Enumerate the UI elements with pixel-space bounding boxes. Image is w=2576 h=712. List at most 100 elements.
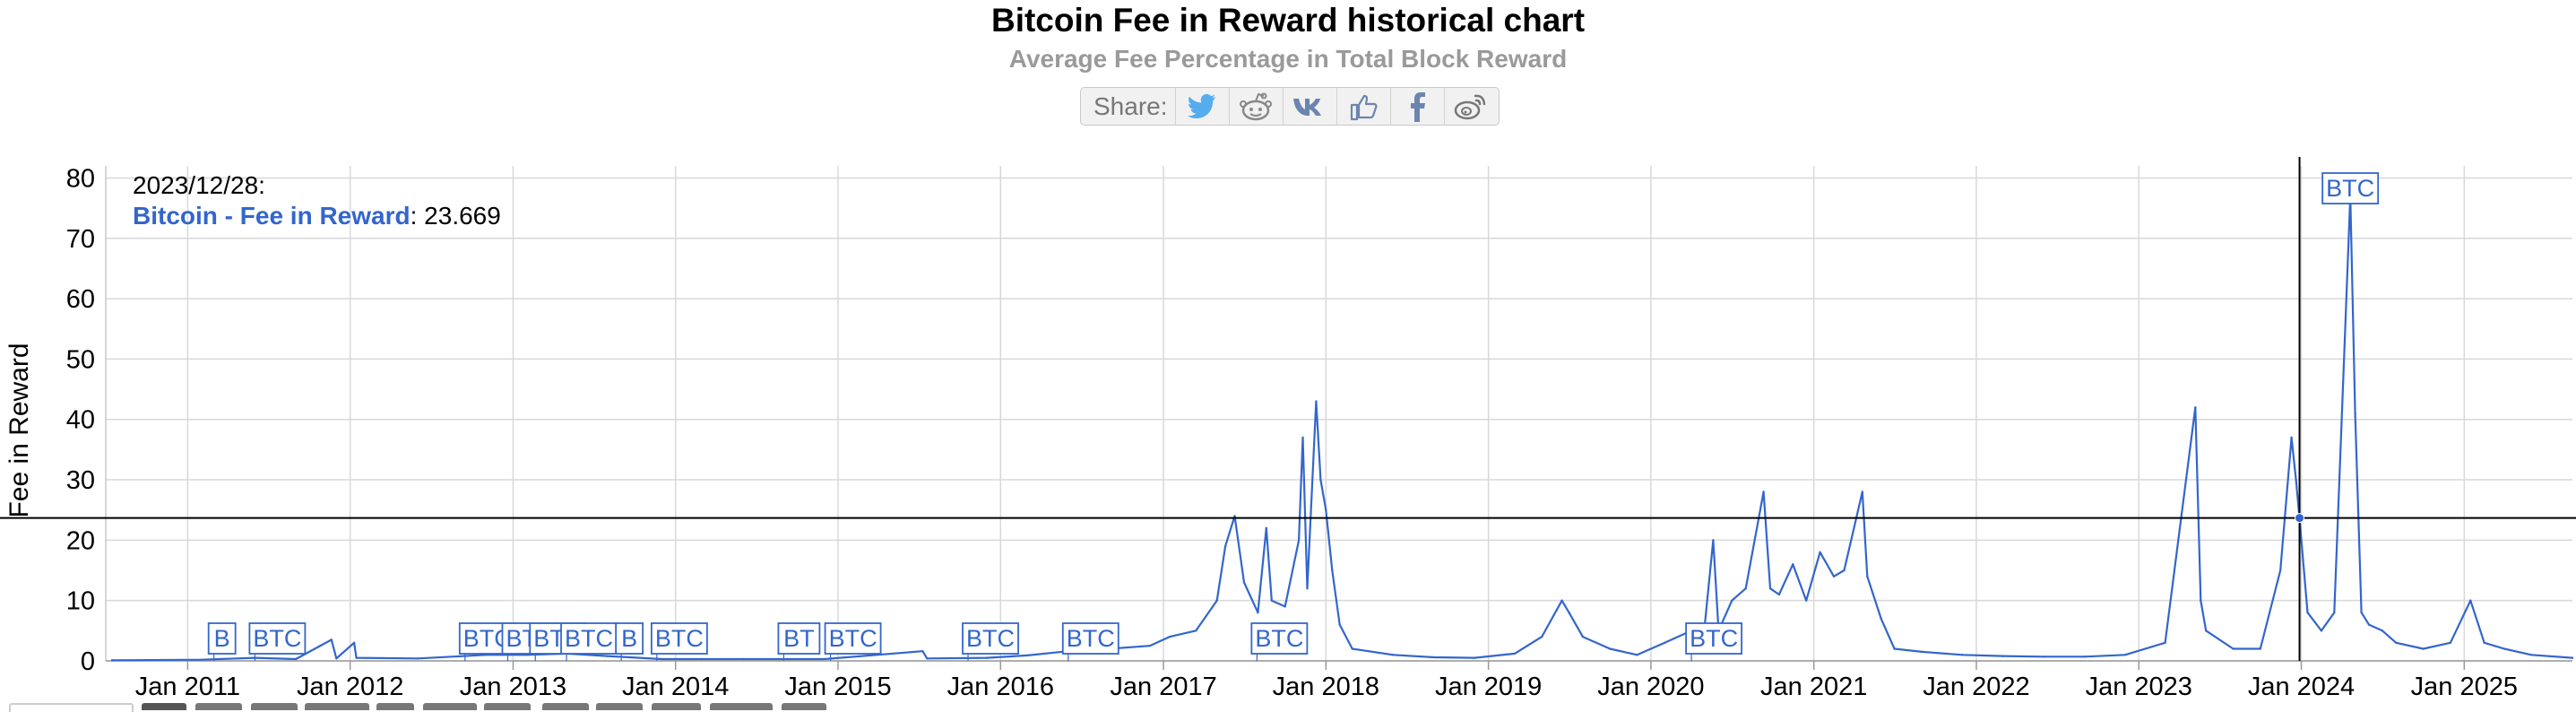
data-point	[2360, 611, 2363, 614]
data-point	[1768, 587, 1772, 590]
facebook-icon[interactable]	[1389, 88, 1444, 125]
x-tick-label: Jan 2013	[460, 673, 566, 701]
flag-box	[1061, 622, 1119, 655]
x-tick-label: Jan 2022	[1923, 673, 2029, 701]
data-point	[2278, 569, 2282, 572]
flags-layer: BBTCBTCBTCBTCBTCBBTCBTBTCBTCBTCBTCBTCBTC	[207, 172, 2380, 661]
data-point	[2503, 647, 2506, 650]
range-button[interactable]	[195, 703, 242, 710]
data-point	[823, 657, 826, 661]
y-tick-label: 70	[66, 225, 95, 254]
data-point	[1215, 599, 1218, 602]
data-point	[926, 657, 929, 660]
data-point	[2422, 647, 2425, 650]
series-line	[110, 195, 2574, 662]
range-button[interactable]	[542, 703, 589, 710]
data-point	[1861, 491, 1864, 493]
data-point	[1351, 647, 1353, 650]
data-point	[2232, 647, 2235, 650]
y-tick-label: 50	[66, 345, 95, 374]
data-point	[700, 657, 704, 661]
weibo-icon[interactable]	[1443, 88, 1498, 125]
data-point	[1319, 478, 1322, 482]
data-point	[1731, 599, 1733, 602]
data-point	[1331, 569, 1334, 572]
x-tick-label: Jan 2025	[2411, 673, 2518, 701]
chart-subtitle: Average Fee Percentage in Total Block Re…	[1008, 45, 1568, 73]
data-point	[1284, 605, 1286, 608]
range-button[interactable]	[484, 703, 531, 710]
chart-title: Bitcoin Fee in Reward historical chart	[990, 2, 1586, 39]
twitter-icon[interactable]	[1174, 88, 1229, 125]
y-tick-label: 0	[81, 647, 95, 676]
range-button[interactable]	[251, 703, 298, 710]
flag-label: BT	[783, 625, 815, 652]
range-button[interactable]	[142, 703, 186, 710]
data-point	[1242, 581, 1246, 584]
range-button[interactable]	[782, 703, 826, 710]
data-point	[1297, 539, 1301, 542]
data-point	[355, 656, 358, 659]
data-point	[2200, 599, 2202, 602]
data-point	[1762, 491, 1765, 493]
data-point	[1270, 599, 1273, 602]
range-button[interactable]	[423, 703, 477, 710]
flag-label: BTC	[565, 625, 613, 652]
y-axis-label: Fee in Reward	[4, 343, 34, 517]
range-button[interactable]	[9, 703, 134, 712]
reddit-icon[interactable]	[1228, 88, 1283, 125]
y-axis: 0 10 20 30 40 50 60 70 80	[66, 164, 95, 676]
x-tick-label: Jan 2011	[135, 673, 240, 701]
data-point	[1581, 635, 1585, 638]
flag-box	[560, 622, 618, 655]
range-button[interactable]	[596, 703, 643, 710]
range-button[interactable]	[652, 703, 701, 710]
data-point	[1025, 654, 1029, 657]
data-point	[2001, 655, 2004, 657]
flag-label: BTC	[1690, 625, 1738, 652]
x-tick-label: Jan 2024	[2248, 673, 2355, 701]
flag-label: B	[214, 625, 230, 652]
y-tick-label: 30	[66, 466, 95, 495]
data-point	[1301, 436, 1304, 439]
data-point	[1195, 630, 1197, 632]
x-tick-label: Jan 2015	[784, 673, 891, 701]
data-point	[294, 657, 298, 661]
data-point	[335, 657, 338, 660]
share-label: Share:	[1094, 91, 1168, 120]
data-point	[2367, 623, 2371, 626]
grid-lines	[105, 166, 2572, 662]
y-tick-label: 80	[66, 164, 95, 193]
tooltip-series-name: Bitcoin - Fee in Reward	[133, 202, 411, 230]
y-tick-label: 40	[66, 406, 95, 435]
flag-box	[962, 622, 1019, 655]
data-point	[661, 657, 663, 661]
flag-box	[207, 622, 237, 655]
data-point	[1392, 654, 1395, 656]
series-line-path	[111, 195, 2573, 662]
x-tick-label: Jan 2020	[1597, 673, 1704, 701]
data-point	[2259, 647, 2262, 650]
data-point	[1664, 641, 1666, 645]
data-point	[2333, 611, 2336, 614]
flag-label: BTC	[253, 625, 301, 652]
range-button[interactable]	[305, 703, 369, 710]
data-point	[1306, 587, 1309, 590]
x-tick-label: Jan 2012	[297, 673, 403, 701]
data-point	[1315, 400, 1318, 403]
data-point	[416, 657, 419, 660]
x-tick-label: Jan 2017	[1110, 673, 1216, 701]
like-icon[interactable]	[1336, 88, 1390, 125]
flag-label: BTC	[655, 625, 704, 652]
range-button[interactable]	[710, 703, 773, 710]
x-axis: Jan 2011 Jan 2012 Jan 2013 Jan 2014 Jan 2015…	[106, 660, 2572, 701]
data-point	[1961, 654, 1964, 656]
data-point	[1560, 599, 1563, 602]
vk-icon[interactable]	[1282, 88, 1336, 125]
crosshair-marker	[2295, 513, 2305, 524]
data-point	[2354, 412, 2356, 415]
data-point	[2123, 654, 2127, 656]
data-point	[1805, 599, 1808, 602]
range-button[interactable]	[376, 703, 414, 710]
